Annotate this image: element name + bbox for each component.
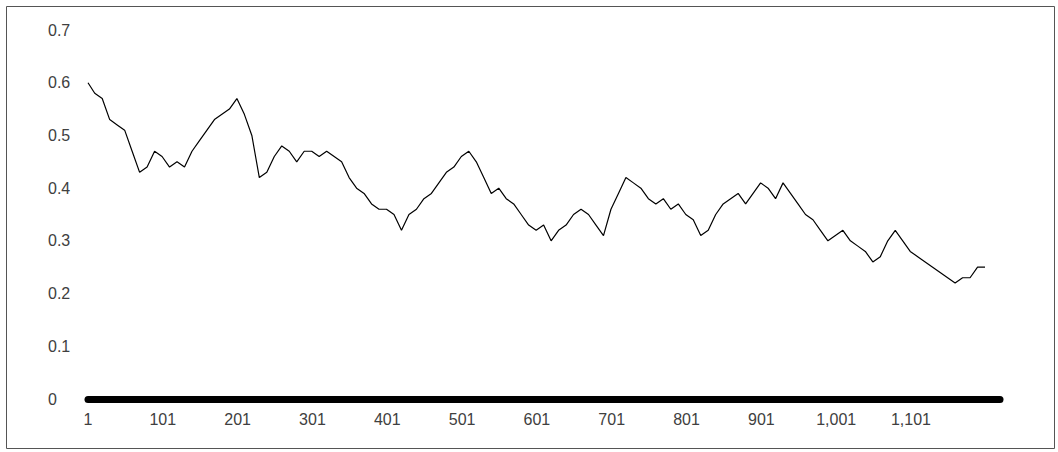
svg-text:401: 401 (374, 411, 401, 428)
svg-text:201: 201 (224, 411, 251, 428)
svg-text:0: 0 (48, 391, 57, 408)
svg-text:501: 501 (449, 411, 476, 428)
svg-text:1: 1 (84, 411, 93, 428)
svg-text:0.7: 0.7 (48, 22, 70, 39)
svg-text:1,001: 1,001 (816, 411, 856, 428)
svg-text:0.3: 0.3 (48, 232, 70, 249)
svg-text:801: 801 (673, 411, 700, 428)
svg-text:101: 101 (149, 411, 176, 428)
svg-text:0.2: 0.2 (48, 285, 70, 302)
svg-text:901: 901 (748, 411, 775, 428)
svg-text:0.4: 0.4 (48, 180, 70, 197)
svg-text:701: 701 (598, 411, 625, 428)
svg-text:0.5: 0.5 (48, 127, 70, 144)
svg-text:301: 301 (299, 411, 326, 428)
svg-text:601: 601 (524, 411, 551, 428)
svg-text:0.6: 0.6 (48, 74, 70, 91)
svg-text:0.1: 0.1 (48, 338, 70, 355)
svg-text:1,101: 1,101 (891, 411, 931, 428)
